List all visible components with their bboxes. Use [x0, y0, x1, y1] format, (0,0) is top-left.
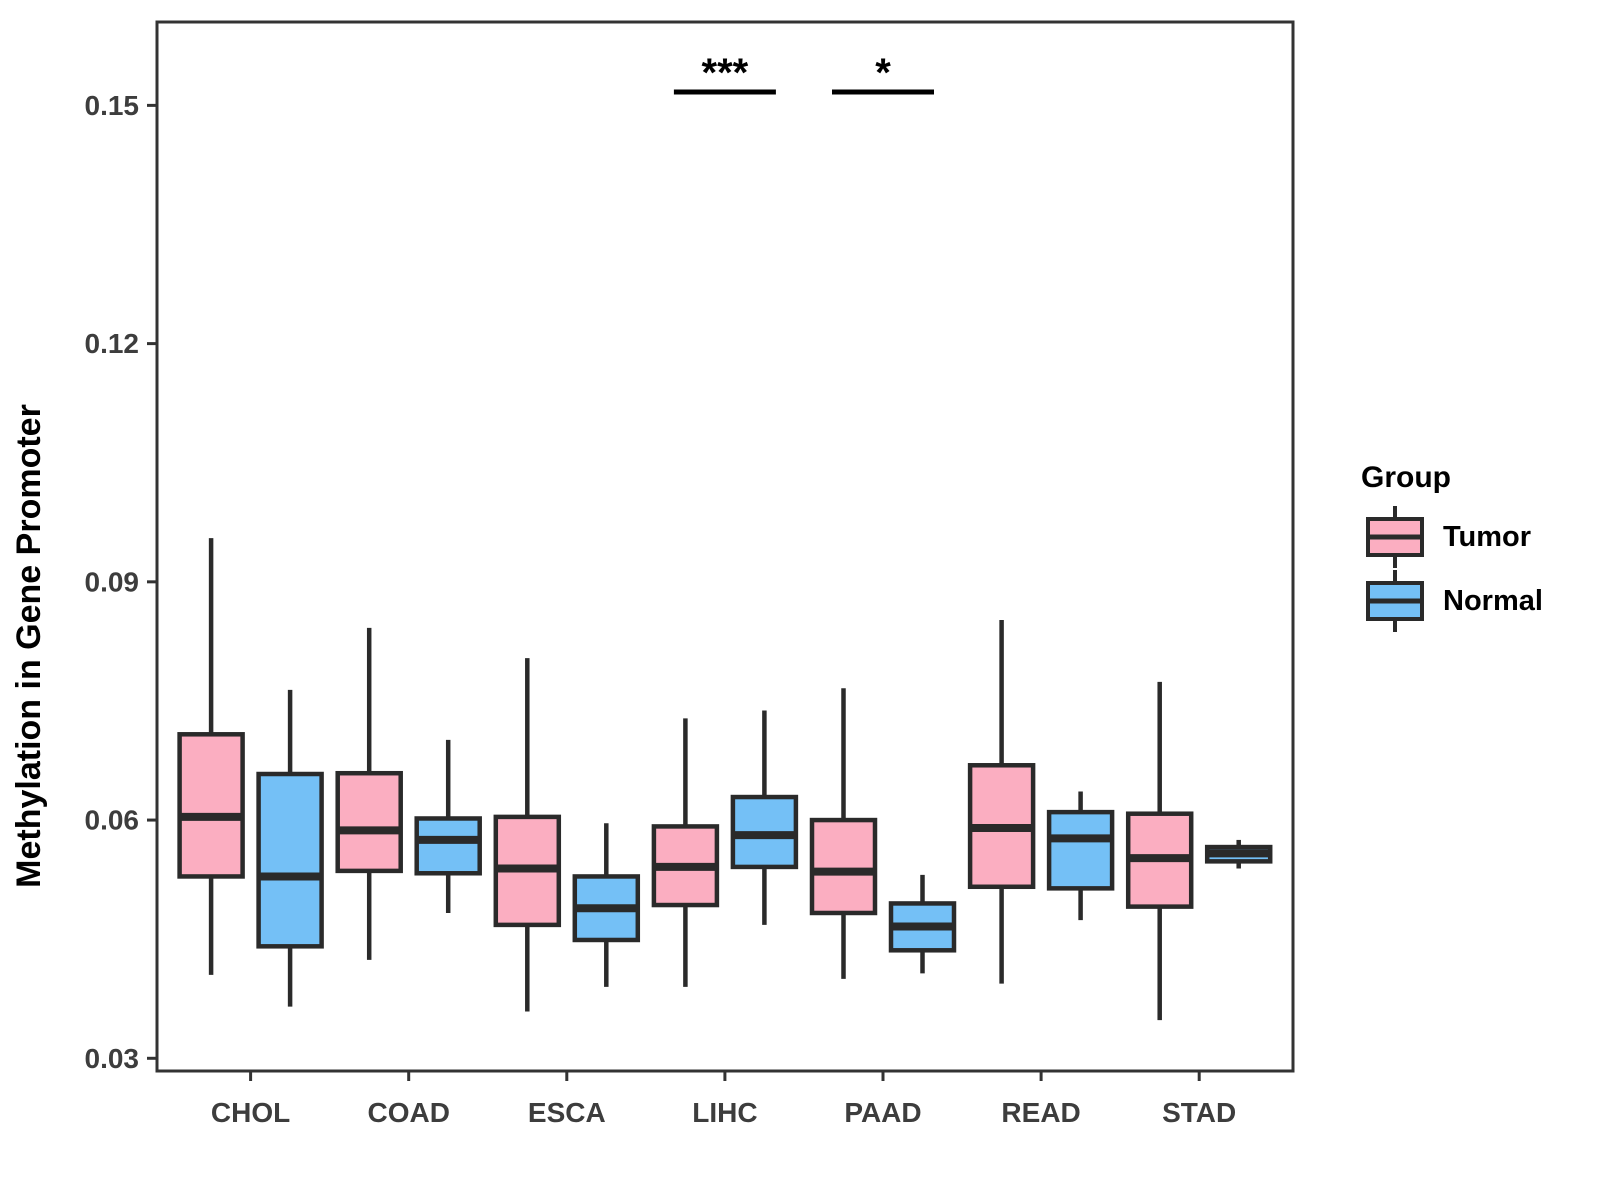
box-LIHC-Normal [730, 710, 799, 925]
legend-label-Normal: Normal [1443, 585, 1543, 617]
x-tick-label-CHOL: CHOL [211, 1097, 290, 1128]
legend-title: Group [1361, 461, 1451, 494]
significance-layer: *** * [673, 51, 934, 95]
x-tick-label-PAAD: PAAD [844, 1097, 921, 1128]
y-axis: 0.03 0.06 0.09 0.12 0.15 [85, 90, 157, 1074]
iqr-box-READ-Normal [1046, 809, 1115, 891]
box-ESCA-Tumor [493, 658, 562, 1012]
boxes-layer [177, 538, 1273, 1021]
significance-stars-PAAD: * [875, 51, 891, 95]
box-CHOL-Normal [256, 689, 324, 1007]
box-CHOL-Tumor [177, 538, 245, 975]
legend: Group Tumor Normal [1361, 461, 1543, 632]
x-tick-label-COAD: COAD [367, 1097, 449, 1128]
x-tick-label-ESCA: ESCA [528, 1097, 606, 1128]
iqr-box-COAD-Normal [414, 816, 482, 876]
iqr-box-PAAD-Tumor [809, 817, 878, 916]
significance-stars-LIHC: *** [702, 51, 749, 95]
box-COAD-Normal [414, 739, 482, 913]
legend-label-Tumor: Tumor [1443, 521, 1531, 553]
y-tick-label: 0.12 [85, 328, 140, 359]
plot-panel-border [155, 20, 1295, 1073]
box-READ-Tumor [967, 619, 1036, 984]
y-axis-title: Methylation in Gene Promoter [10, 404, 48, 888]
x-tick-label-READ: READ [1001, 1097, 1080, 1128]
y-tick-label: 0.09 [85, 566, 140, 597]
y-tick-label: 0.06 [85, 805, 140, 836]
box-STAD-Normal [1204, 839, 1273, 869]
y-tick-label: 0.03 [85, 1043, 140, 1074]
legend-key-Tumor: Tumor [1366, 506, 1531, 568]
x-tick-label-LIHC: LIHC [692, 1097, 757, 1128]
x-axis: CHOL COAD ESCA LIHC PAAD READ STAD [211, 1071, 1236, 1128]
iqr-box-CHOL-Normal [256, 771, 324, 949]
box-PAAD-Tumor [809, 688, 878, 979]
box-COAD-Tumor [335, 627, 403, 960]
box-LIHC-Tumor [651, 718, 720, 987]
box-READ-Normal [1046, 791, 1115, 921]
legend-key-Normal: Normal [1366, 570, 1543, 632]
box-ESCA-Normal [572, 823, 641, 987]
y-tick-label: 0.15 [85, 90, 140, 121]
x-tick-label-STAD: STAD [1162, 1097, 1236, 1128]
box-STAD-Tumor [1125, 681, 1194, 1021]
box-PAAD-Normal [888, 874, 957, 974]
iqr-box-CHOL-Tumor [177, 732, 245, 879]
iqr-box-COAD-Tumor [335, 770, 403, 874]
